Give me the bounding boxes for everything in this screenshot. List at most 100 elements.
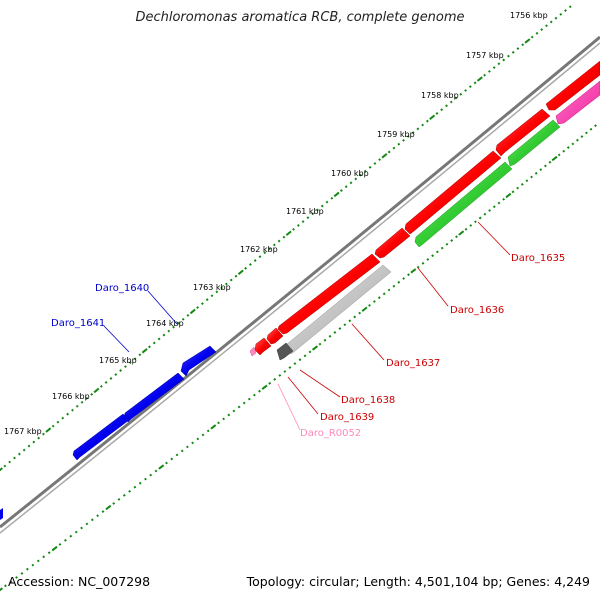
- minor-tick: [25, 567, 29, 571]
- minor-tick: [253, 393, 256, 397]
- minor-tick: [402, 277, 406, 280]
- minor-tick: [392, 146, 396, 150]
- gene-daro-1640-feature[interactable]: [180, 345, 217, 377]
- minor-tick: [474, 220, 477, 224]
- minor-tick: [328, 334, 332, 338]
- minor-tick: [13, 456, 16, 460]
- minor-tick: [128, 361, 132, 365]
- gene-feature-red[interactable]: [374, 227, 411, 259]
- minor-tick: [248, 263, 252, 266]
- scale-label: 1767 kbp: [4, 427, 42, 436]
- minor-tick: [488, 70, 491, 73]
- minor-tick: [112, 502, 116, 505]
- minor-tick: [323, 338, 327, 342]
- minor-tick: [298, 358, 302, 362]
- minor-tick: [133, 485, 137, 489]
- minor-tick: [288, 366, 292, 369]
- scale-label: 1758 kbp: [421, 91, 459, 100]
- gene-daro-1636-feature[interactable]: [277, 253, 381, 335]
- gene-feature-green[interactable]: [507, 119, 561, 167]
- minor-tick: [511, 50, 515, 54]
- forward-strand-features: [0, 345, 217, 520]
- minor-tick: [196, 306, 200, 309]
- minor-tick: [368, 165, 372, 169]
- minor-tick: [449, 100, 453, 104]
- gene-feature-magenta[interactable]: [555, 80, 600, 125]
- minor-tick: [459, 92, 463, 96]
- major-tick: [312, 345, 318, 351]
- minor-tick: [22, 448, 26, 452]
- major-tick: [45, 427, 52, 433]
- gene-feature-red[interactable]: [495, 108, 551, 157]
- minor-tick: [318, 342, 322, 346]
- minor-tick: [566, 146, 570, 149]
- minor-tick: [176, 321, 180, 325]
- gene-daro-r0052-feature[interactable]: [249, 346, 257, 357]
- gene-daro-1635-feature[interactable]: [414, 161, 513, 248]
- label-connectors: [103, 221, 511, 431]
- gene-label-daro-1639[interactable]: Daro_1639: [320, 412, 374, 423]
- minor-tick: [104, 381, 108, 384]
- minor-tick: [17, 452, 21, 456]
- gene-label-daro-r0052[interactable]: Daro_R0052: [300, 428, 361, 439]
- minor-tick: [234, 274, 238, 278]
- minor-tick: [349, 181, 353, 185]
- minor-tick: [534, 171, 538, 175]
- scale-label: 1765 kbp: [99, 356, 137, 365]
- minor-tick: [247, 397, 251, 401]
- minor-tick: [301, 220, 305, 223]
- minor-tick: [320, 204, 324, 208]
- minor-tick: [539, 168, 543, 171]
- minor-tick: [206, 429, 210, 433]
- gene-edge-feature[interactable]: [0, 508, 3, 520]
- major-tick: [410, 268, 417, 274]
- minor-tick: [594, 124, 597, 128]
- minor-tick: [210, 294, 214, 298]
- major-tick: [361, 306, 368, 312]
- minor-tick: [421, 261, 425, 265]
- gene-label-daro-1635[interactable]: Daro_1635: [511, 253, 565, 264]
- minor-tick: [27, 444, 31, 448]
- gene-label-daro-1637[interactable]: Daro_1637: [386, 358, 440, 369]
- minor-tick: [283, 370, 287, 373]
- minor-tick: [186, 313, 190, 317]
- minor-tick: [455, 235, 458, 239]
- gene-daro-1638-feature[interactable]: [266, 327, 284, 345]
- gene-daro-1642-feature[interactable]: [72, 413, 130, 461]
- reverse-strand-features: [249, 60, 600, 361]
- minor-tick: [377, 296, 381, 300]
- minor-tick: [138, 481, 142, 485]
- major-tick: [105, 504, 112, 511]
- map-title: Dechloromonas aromatica RCB, complete ge…: [135, 10, 465, 25]
- gene-daro-1641-feature[interactable]: [123, 372, 185, 423]
- minor-tick: [56, 420, 60, 424]
- minor-tick: [58, 542, 62, 546]
- minor-tick: [273, 377, 277, 381]
- minor-tick: [392, 284, 396, 288]
- minor-tick: [436, 250, 439, 254]
- minor-tick: [258, 389, 261, 393]
- minor-tick: [564, 9, 567, 12]
- gene-dark-gray-feature[interactable]: [276, 342, 294, 361]
- gene-label-daro-1636[interactable]: Daro_1636: [450, 305, 504, 316]
- minor-tick: [128, 489, 131, 493]
- minor-tick: [521, 43, 525, 47]
- minor-tick: [237, 405, 241, 409]
- gene-feature-red[interactable]: [545, 60, 600, 111]
- minor-tick: [440, 246, 444, 250]
- gene-feature-red[interactable]: [404, 150, 502, 235]
- minor-tick: [181, 317, 185, 321]
- minor-tick: [387, 288, 391, 292]
- minor-tick: [358, 311, 362, 315]
- gene-label-daro-1640[interactable]: Daro_1640: [95, 283, 149, 294]
- minor-tick: [540, 28, 544, 31]
- minor-tick: [543, 164, 547, 168]
- gene-label-daro-1638[interactable]: Daro_1638: [341, 395, 395, 406]
- minor-tick: [502, 197, 506, 201]
- major-tick: [93, 387, 100, 394]
- minor-tick: [483, 73, 486, 77]
- minor-tick: [548, 160, 552, 164]
- minor-tick: [162, 333, 166, 337]
- gene-label-daro-1641[interactable]: Daro_1641: [51, 318, 105, 329]
- minor-tick: [85, 522, 89, 526]
